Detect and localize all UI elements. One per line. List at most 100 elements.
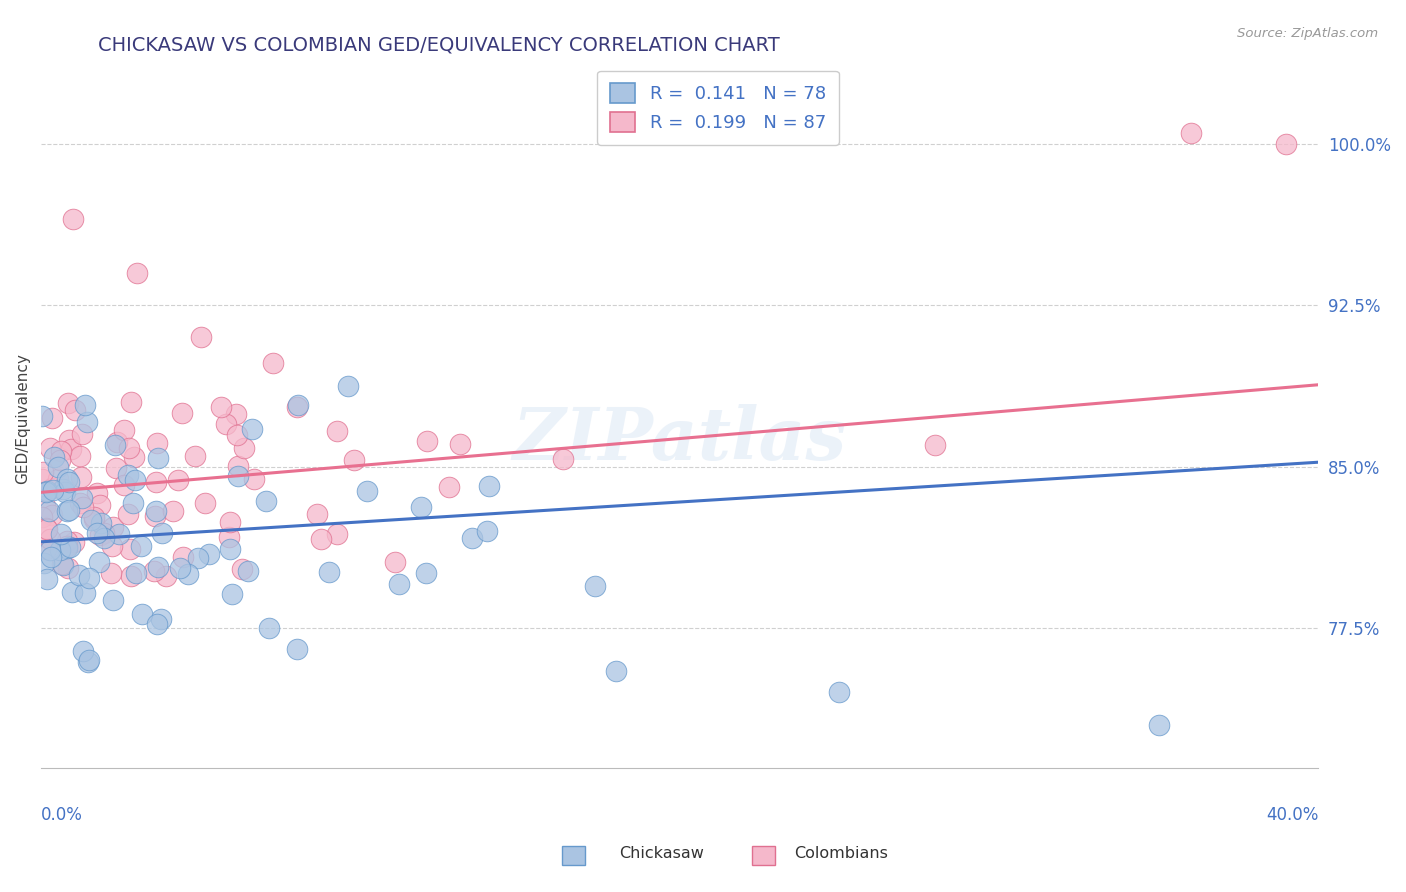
Point [103,520,125,534]
Point [35,542,58,557]
Point [38,504,60,518]
Point [285,642,308,657]
Point [41,411,63,425]
Point [34,484,56,499]
Point [124,473,146,487]
Point [117,468,139,483]
Point [49,444,72,458]
Point [225,428,247,442]
Point [76,655,98,669]
Point [605,664,627,678]
Point [86,486,108,500]
Point [343,453,366,467]
Point [240,422,263,436]
Point [309,532,332,546]
Point [477,479,499,493]
Point [117,508,139,522]
Point [58,433,80,447]
Point [170,406,193,420]
Point [31,509,53,524]
Point [145,504,167,518]
Point [32,556,55,570]
Point [75,585,97,599]
Point [1180,126,1202,140]
Point [388,577,411,591]
Point [49,527,72,541]
Point [52,482,75,496]
Point [122,495,145,509]
Point [125,566,148,581]
Point [172,550,194,565]
Point [146,617,169,632]
Point [58,540,80,554]
Point [924,438,946,452]
Point [86,525,108,540]
Point [145,475,167,489]
Point [129,539,152,553]
Point [221,587,243,601]
Point [56,472,79,486]
Point [38,542,60,557]
Text: 0.0%: 0.0% [41,806,83,824]
Point [218,530,240,544]
Point [285,400,308,414]
Point [120,541,142,556]
Point [415,566,437,580]
Point [287,398,309,412]
Point [262,356,284,370]
Point [460,531,482,545]
Point [80,513,103,527]
Point [183,449,205,463]
Point [70,426,93,441]
Text: Source: ZipAtlas.com: Source: ZipAtlas.com [1237,27,1378,40]
Point [318,565,340,579]
Point [72,500,94,514]
Point [69,449,91,463]
Point [233,441,256,455]
Point [149,612,172,626]
Point [101,539,124,553]
Point [39,441,62,455]
Point [56,396,79,410]
Point [77,653,100,667]
Point [150,526,173,541]
Point [236,564,259,578]
Point [89,555,111,569]
Point [56,541,79,555]
Point [67,568,90,582]
Text: ZIPatlas: ZIPatlas [513,403,846,475]
Point [56,560,79,574]
Legend: R =  0.141   N = 78, R =  0.199   N = 87: R = 0.141 N = 78, R = 0.199 N = 87 [598,70,838,145]
Point [62,212,84,227]
Point [58,475,80,490]
Point [162,504,184,518]
Point [143,508,166,523]
Point [356,483,378,498]
Point [41,508,63,522]
Point [124,450,146,464]
Point [76,415,98,429]
Point [307,507,329,521]
Point [52,558,75,573]
Point [49,543,72,558]
Point [384,555,406,569]
Point [48,452,70,467]
Y-axis label: GED/Equivalency: GED/Equivalency [15,352,30,483]
Text: Chickasaw: Chickasaw [619,847,703,861]
Point [70,491,93,505]
Point [120,568,142,582]
Point [169,561,191,575]
Point [103,593,125,607]
Point [325,526,347,541]
Point [35,521,58,535]
Point [39,533,62,547]
Point [118,441,141,455]
Point [477,524,499,539]
Point [243,472,266,486]
Point [60,585,83,599]
Point [256,494,278,508]
Point [148,451,170,466]
Point [231,561,253,575]
Point [112,478,135,492]
Point [1275,136,1298,151]
